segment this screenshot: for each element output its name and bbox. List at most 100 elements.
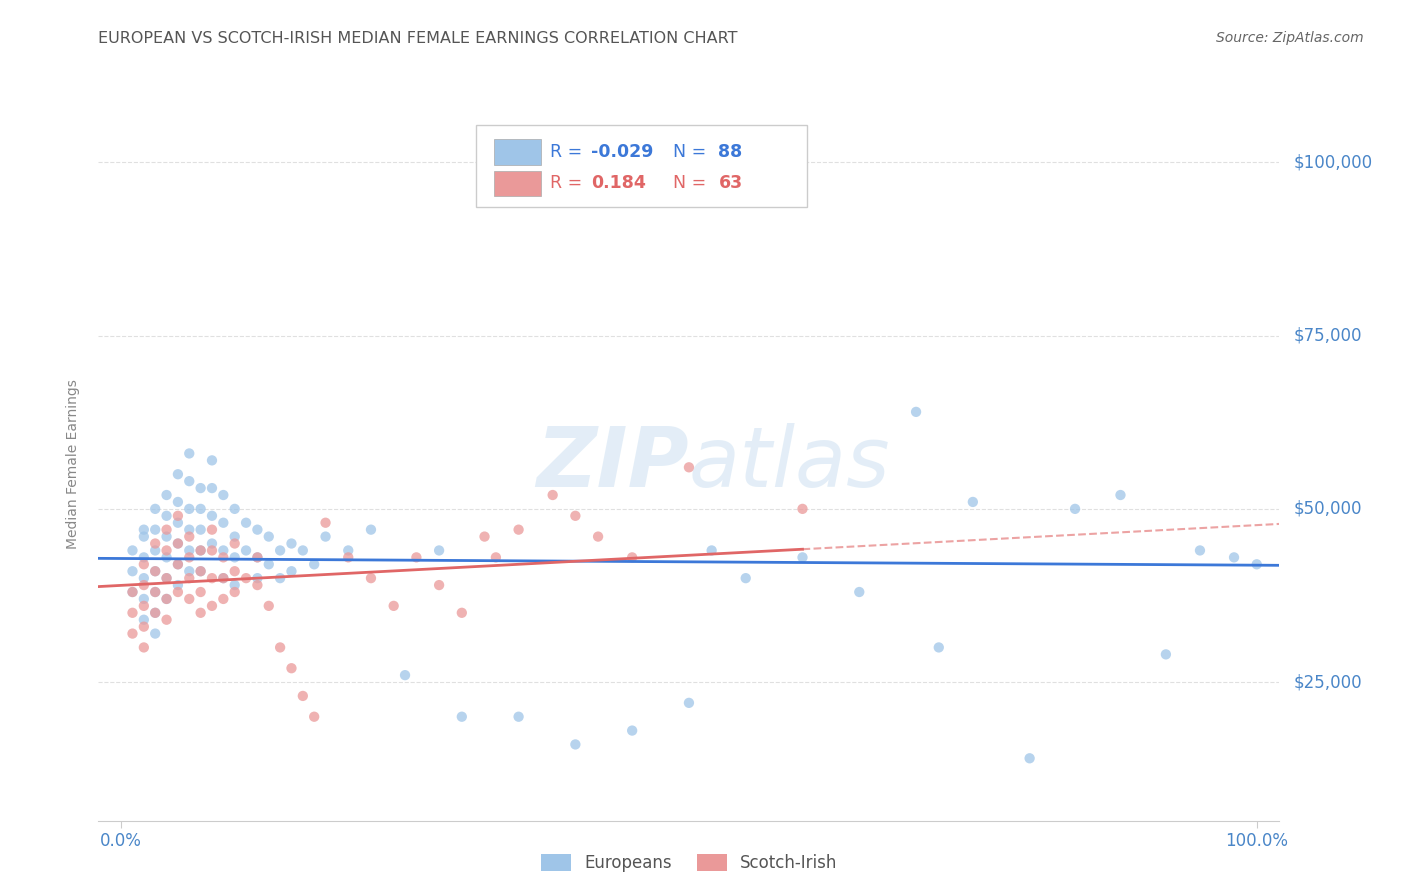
Point	[121, 543, 143, 558]
Point	[201, 599, 224, 613]
Point	[337, 543, 360, 558]
Point	[132, 571, 155, 585]
Point	[235, 516, 257, 530]
FancyBboxPatch shape	[477, 125, 807, 207]
Point	[224, 530, 246, 544]
Point	[246, 550, 269, 565]
Point	[1154, 648, 1177, 662]
Point	[291, 689, 314, 703]
Point	[224, 501, 246, 516]
Point	[1064, 501, 1087, 516]
Point	[235, 571, 257, 585]
Point	[167, 558, 190, 572]
Point	[132, 558, 155, 572]
Text: Source: ZipAtlas.com: Source: ZipAtlas.com	[1216, 31, 1364, 45]
Bar	[494, 139, 541, 165]
Point	[190, 564, 212, 578]
Point	[734, 571, 756, 585]
Bar	[494, 170, 541, 196]
Point	[179, 474, 201, 488]
Point	[302, 558, 325, 572]
Point	[269, 571, 291, 585]
Point	[450, 606, 472, 620]
Point	[246, 578, 269, 592]
Text: atlas: atlas	[689, 424, 890, 504]
Point	[962, 495, 984, 509]
Point	[291, 543, 314, 558]
Point	[1109, 488, 1132, 502]
Point	[132, 640, 155, 655]
Point	[224, 564, 246, 578]
Point	[315, 516, 337, 530]
Point	[315, 530, 337, 544]
Point	[190, 501, 212, 516]
Point	[405, 550, 427, 565]
Point	[246, 571, 269, 585]
Point	[121, 585, 143, 599]
Point	[1188, 543, 1211, 558]
Point	[143, 626, 166, 640]
Text: 63: 63	[718, 175, 742, 193]
Point	[257, 558, 280, 572]
Point	[394, 668, 416, 682]
Point	[179, 543, 201, 558]
Point	[190, 606, 212, 620]
Point	[155, 523, 177, 537]
Point	[246, 550, 269, 565]
Point	[427, 578, 450, 592]
Point	[190, 564, 212, 578]
Point	[143, 536, 166, 550]
Point	[427, 543, 450, 558]
Point	[586, 530, 609, 544]
Point	[132, 599, 155, 613]
Point	[167, 495, 190, 509]
Point	[474, 530, 496, 544]
Point	[280, 661, 302, 675]
Point	[132, 523, 155, 537]
Point	[302, 709, 325, 723]
Point	[212, 488, 235, 502]
Point	[167, 536, 190, 550]
Text: R =: R =	[550, 143, 588, 161]
Point	[143, 564, 166, 578]
Point	[190, 543, 212, 558]
Point	[132, 578, 155, 592]
Point	[224, 536, 246, 550]
Point	[121, 626, 143, 640]
Text: EUROPEAN VS SCOTCH-IRISH MEDIAN FEMALE EARNINGS CORRELATION CHART: EUROPEAN VS SCOTCH-IRISH MEDIAN FEMALE E…	[98, 31, 738, 46]
Point	[190, 481, 212, 495]
Point	[167, 536, 190, 550]
Point	[143, 523, 166, 537]
Point	[190, 585, 212, 599]
Point	[541, 488, 564, 502]
Point	[1246, 558, 1268, 572]
Point	[280, 564, 302, 578]
Point	[143, 543, 166, 558]
Point	[155, 530, 177, 544]
Point	[155, 613, 177, 627]
Point	[143, 585, 166, 599]
Point	[143, 585, 166, 599]
Point	[678, 696, 700, 710]
Point	[179, 591, 201, 606]
Text: $25,000: $25,000	[1294, 673, 1362, 691]
Point	[155, 591, 177, 606]
Point	[179, 446, 201, 460]
Point	[190, 543, 212, 558]
Point	[257, 530, 280, 544]
Point	[143, 606, 166, 620]
Point	[179, 564, 201, 578]
Point	[905, 405, 928, 419]
Point	[212, 571, 235, 585]
Point	[508, 709, 530, 723]
Point	[621, 723, 644, 738]
Point	[235, 543, 257, 558]
Point	[792, 501, 814, 516]
Point	[224, 585, 246, 599]
Point	[167, 508, 190, 523]
Point	[201, 453, 224, 467]
Text: ZIP: ZIP	[536, 424, 689, 504]
Point	[132, 550, 155, 565]
Point	[212, 550, 235, 565]
Point	[201, 571, 224, 585]
